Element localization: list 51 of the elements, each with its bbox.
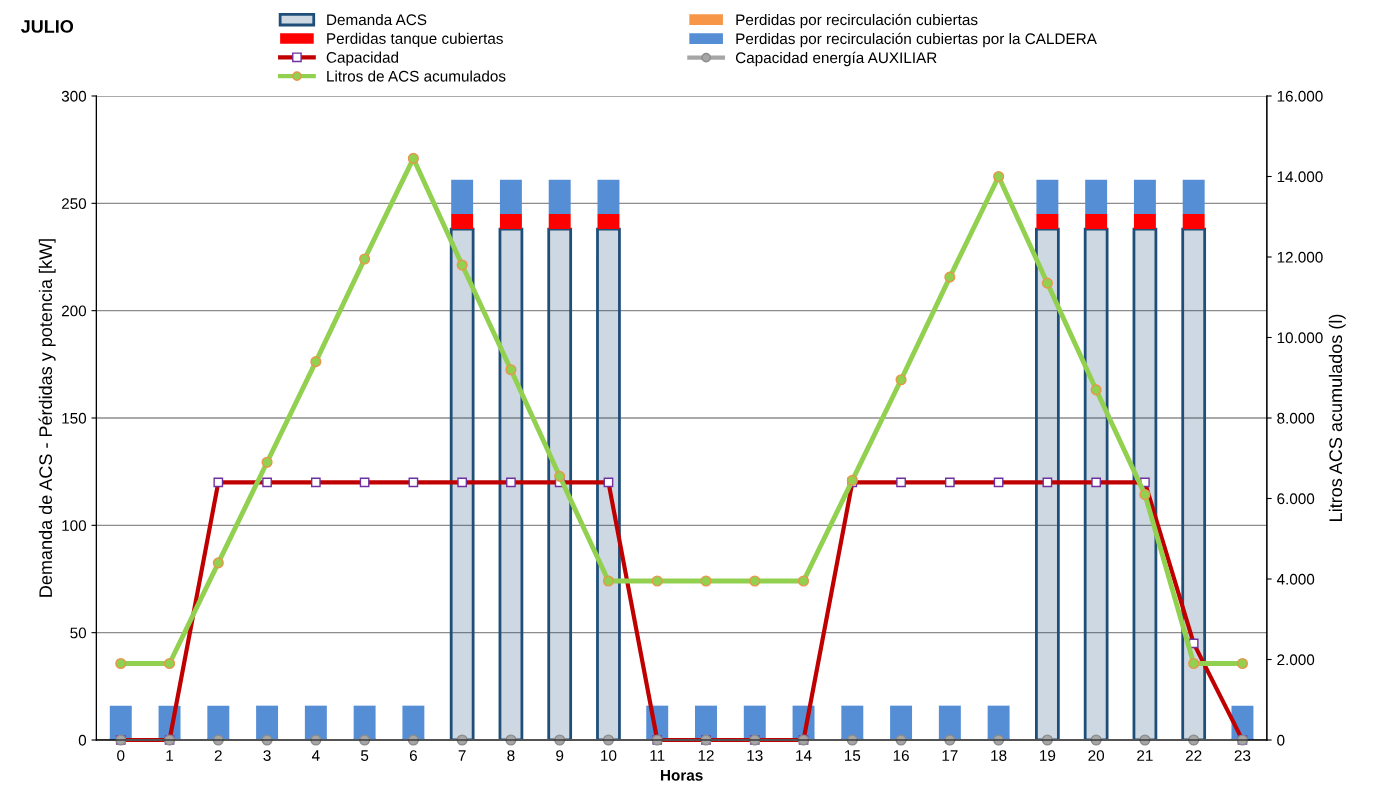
chart-title: JULIO (20, 20, 74, 33)
legend-label: Perdidas por recirculación cubiertas por la CALDERA (736, 32, 1097, 48)
x-tick-label: 2 (214, 750, 222, 761)
y-tick-label: 150 (62, 412, 87, 424)
x-tick-label: 5 (360, 750, 369, 761)
x-tick-label: 23 (1234, 750, 1251, 761)
x-axis-title: Horas (660, 770, 703, 781)
x-tick-label: 13 (747, 750, 763, 761)
x-tick-label: 18 (991, 750, 1007, 761)
x-tick-label: 16 (893, 750, 909, 761)
x-tick-label: 20 (1088, 750, 1105, 761)
y2-tick-label: 12.000 (1277, 251, 1323, 263)
x-tick-label: 9 (556, 750, 564, 761)
y2-tick-label: 6.000 (1277, 493, 1315, 505)
y-tick-label: 100 (62, 520, 87, 532)
x-tick-label: 10 (601, 750, 617, 761)
x-tick-label: 19 (1040, 750, 1056, 761)
y2-tick-label: 8.000 (1277, 412, 1315, 424)
legend-label: Capacidad (326, 51, 399, 66)
x-tick-label: 17 (942, 750, 958, 761)
y-axis-title: Demanda de ACS - Pérdidas y potencia [kW] (38, 239, 56, 597)
x-tick-label: 15 (844, 750, 861, 761)
legend-label: Capacidad energía AUXILIAR (735, 51, 937, 67)
x-tick-label: 1 (166, 750, 174, 761)
legend-label: Perdidas tanque cubiertas (327, 32, 503, 47)
y2-tick-label: 0 (1277, 734, 1285, 746)
y2-tick-label: 2.000 (1277, 654, 1315, 666)
legend-label: Perdidas por recirculación cubiertas (736, 13, 978, 29)
x-tick-label: 6 (409, 750, 417, 761)
y2-tick-label: 10.000 (1277, 332, 1323, 344)
x-tick-label: 0 (117, 750, 125, 761)
x-tick-label: 12 (698, 750, 714, 761)
x-tick-label: 3 (263, 750, 271, 761)
y2-tick-label: 14.000 (1277, 171, 1323, 183)
x-tick-label: 7 (458, 750, 466, 761)
y2-tick-label: 4.000 (1276, 573, 1315, 585)
x-tick-label: 4 (311, 750, 320, 761)
y-tick-label: 200 (61, 305, 87, 317)
legend-label: Demanda ACS (327, 13, 427, 26)
x-tick-label: 8 (507, 750, 515, 761)
y-tick-label: 250 (61, 198, 87, 210)
x-tick-label: 22 (1185, 750, 1202, 761)
x-tick-label: 11 (650, 750, 665, 761)
y-tick-label: 50 (70, 627, 87, 639)
y2-tick-label: 16.000 (1277, 90, 1323, 102)
x-tick-label: 14 (796, 750, 812, 761)
y2-axis-title: Litros ACS acumulados (l) (1328, 314, 1346, 521)
y-tick-label: 0 (78, 734, 87, 746)
x-tick-label: 21 (1137, 750, 1153, 761)
y-tick-label: 300 (61, 90, 87, 102)
legend-label: Litros de ACS acumulados (327, 70, 506, 82)
